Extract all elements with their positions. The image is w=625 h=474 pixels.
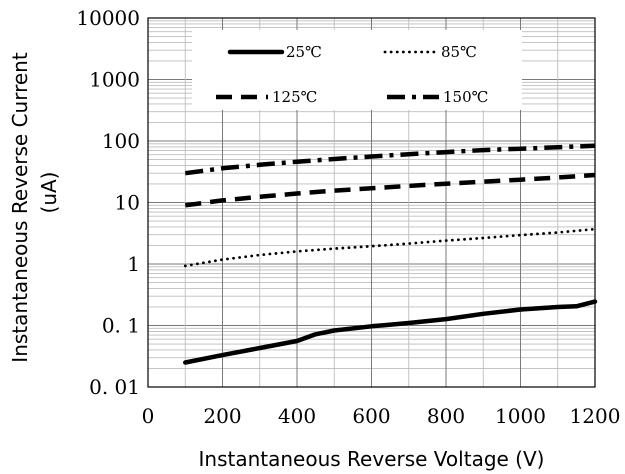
series-line-4 xyxy=(185,143,596,176)
series-line-3 xyxy=(185,172,596,208)
y-tick-label: 1 xyxy=(127,252,140,276)
y-tick-label: 100 xyxy=(102,129,140,153)
series-line-2 xyxy=(183,227,597,268)
x-tick-label: 400 xyxy=(278,404,316,428)
legend-label-4: 150℃ xyxy=(443,88,488,106)
y-tick-label: 0. 01 xyxy=(89,375,140,399)
legend: 25℃ 85℃ 125℃ 150℃ xyxy=(192,30,522,110)
x-tick-label: 0 xyxy=(142,404,155,428)
x-tick-label: 200 xyxy=(203,404,241,428)
y-tick-label: 10 xyxy=(115,191,140,215)
x-tick-label: 800 xyxy=(427,404,465,428)
data-series xyxy=(183,143,598,365)
y-axis-tick-labels: 0. 01 0. 1 1 10 100 1000 10000 xyxy=(76,6,140,399)
y-tick-label: 1000 xyxy=(89,68,140,92)
series-line-1 xyxy=(183,299,598,365)
y-tick-label: 10000 xyxy=(76,6,140,30)
legend-label-1: 25℃ xyxy=(286,43,322,61)
x-axis-tick-labels: 0 200 400 600 800 1000 1200 xyxy=(142,404,621,428)
x-tick-label: 1000 xyxy=(495,404,546,428)
y-axis-title-line2: (uA) xyxy=(37,172,61,214)
x-tick-label: 600 xyxy=(352,404,390,428)
x-axis-title: Instantaneous Reverse Voltage (V) xyxy=(199,447,545,471)
plot-area-frame xyxy=(147,17,596,388)
y-axis-title-line1: Instantaneous Reverse Current xyxy=(8,52,32,363)
x-tick-label: 1200 xyxy=(570,404,621,428)
legend-label-2: 85℃ xyxy=(441,43,477,61)
y-tick-label: 0. 1 xyxy=(102,314,140,338)
legend-label-3: 125℃ xyxy=(272,88,317,106)
